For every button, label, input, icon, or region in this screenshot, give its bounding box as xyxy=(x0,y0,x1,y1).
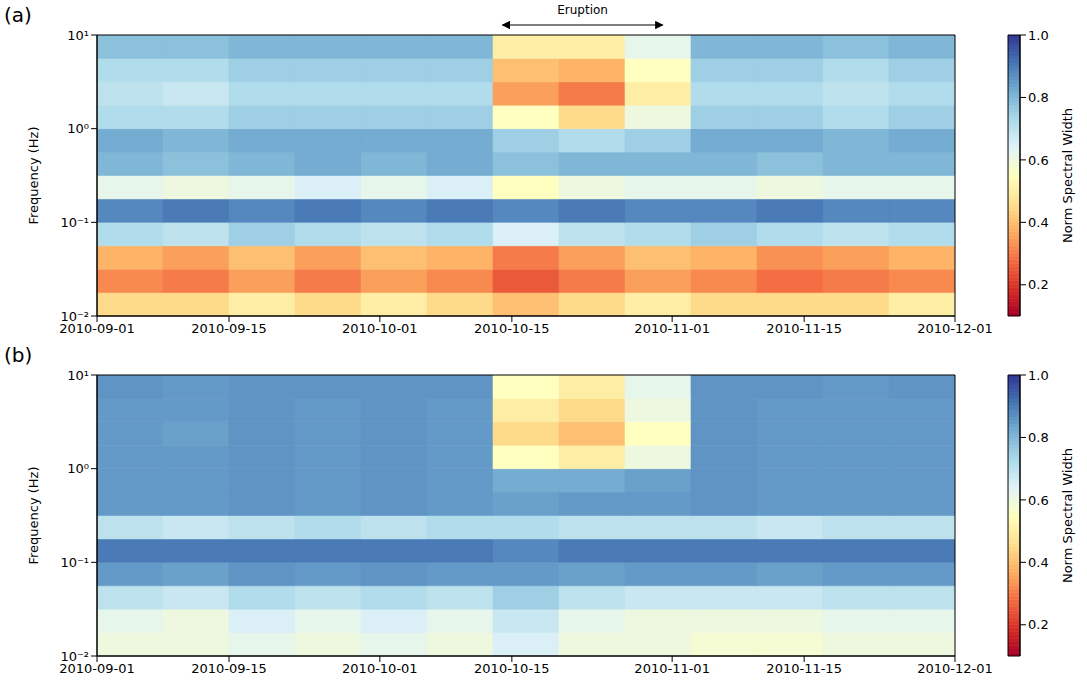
svg-text:2010-10-15: 2010-10-15 xyxy=(474,321,550,336)
svg-text:2010-12-01: 2010-12-01 xyxy=(917,661,993,676)
svg-text:10⁻²: 10⁻² xyxy=(60,649,89,664)
svg-text:2010-10-01: 2010-10-01 xyxy=(342,661,418,676)
svg-text:2010-11-01: 2010-11-01 xyxy=(634,321,710,336)
svg-text:Norm Spectral Width: Norm Spectral Width xyxy=(1060,108,1075,243)
svg-text:2010-11-01: 2010-11-01 xyxy=(634,661,710,676)
svg-text:1.0: 1.0 xyxy=(1028,368,1049,383)
svg-text:0.4: 0.4 xyxy=(1028,215,1049,230)
svg-text:0.2: 0.2 xyxy=(1028,617,1049,632)
svg-text:10⁰: 10⁰ xyxy=(67,461,89,476)
svg-text:Norm Spectral Width: Norm Spectral Width xyxy=(1060,448,1075,583)
svg-text:2010-09-01: 2010-09-01 xyxy=(59,661,135,677)
svg-text:0.6: 0.6 xyxy=(1028,153,1049,168)
svg-text:(b): (b) xyxy=(4,343,32,367)
svg-text:Frequency (Hz): Frequency (Hz) xyxy=(26,126,41,224)
svg-text:0.8: 0.8 xyxy=(1028,90,1049,105)
svg-text:Eruption: Eruption xyxy=(557,3,608,17)
svg-text:2010-10-15: 2010-10-15 xyxy=(474,661,550,676)
svg-text:Frequency (Hz): Frequency (Hz) xyxy=(26,466,41,564)
svg-text:10⁻²: 10⁻² xyxy=(60,309,89,324)
svg-text:2010-09-15: 2010-09-15 xyxy=(191,321,267,336)
svg-text:2010-11-15: 2010-11-15 xyxy=(766,661,842,676)
svg-text:2010-12-01: 2010-12-01 xyxy=(917,321,993,336)
svg-text:0.8: 0.8 xyxy=(1028,430,1049,445)
svg-text:2010-10-01: 2010-10-01 xyxy=(342,321,418,336)
svg-text:2010-11-15: 2010-11-15 xyxy=(766,321,842,336)
svg-text:0.4: 0.4 xyxy=(1028,555,1049,570)
svg-text:2010-09-01: 2010-09-01 xyxy=(59,321,135,337)
svg-text:(a): (a) xyxy=(4,3,32,27)
svg-text:10¹: 10¹ xyxy=(67,28,89,43)
svg-text:0.2: 0.2 xyxy=(1028,277,1049,292)
svg-text:10¹: 10¹ xyxy=(67,368,89,383)
svg-text:2010-09-15: 2010-09-15 xyxy=(191,661,267,676)
svg-text:10⁻¹: 10⁻¹ xyxy=(60,555,89,570)
svg-text:1.0: 1.0 xyxy=(1028,28,1049,43)
svg-text:10⁻¹: 10⁻¹ xyxy=(60,215,89,230)
svg-text:10⁰: 10⁰ xyxy=(67,121,89,136)
svg-text:0.6: 0.6 xyxy=(1028,493,1049,508)
